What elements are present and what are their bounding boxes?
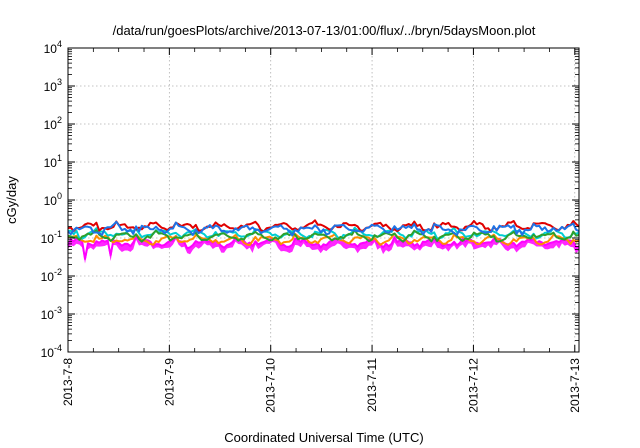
y-tick-label: 102 bbox=[44, 115, 62, 132]
y-tick-label: 10-4 bbox=[41, 343, 62, 360]
y-tick-label: 10-1 bbox=[41, 229, 62, 246]
series-line bbox=[67, 229, 580, 243]
x-tick-label: 2013-7-9 bbox=[162, 358, 176, 406]
y-tick-label: 100 bbox=[44, 191, 62, 208]
x-tick-labels: 2013-7-8 2013-7-9 2013-7-10 2013-7-11 2013-7… bbox=[61, 358, 582, 413]
grid bbox=[68, 48, 579, 352]
y-axis-label: cGy/day bbox=[4, 176, 19, 224]
x-tick-label: 2013-7-13 bbox=[568, 358, 582, 413]
y-tick-label: 10-2 bbox=[41, 267, 62, 284]
x-tick-label: 2013-7-12 bbox=[466, 358, 480, 413]
series-line bbox=[67, 232, 580, 247]
x-axis-label: Coordinated Universal Time (UTC) bbox=[224, 430, 423, 445]
chart-title: /data/run/goesPlots/archive/2013-07-13/0… bbox=[113, 23, 536, 38]
x-tick-label: 2013-7-10 bbox=[264, 358, 278, 413]
y-tick-label: 10-3 bbox=[41, 305, 62, 322]
ticks bbox=[67, 47, 579, 353]
series-line bbox=[67, 220, 580, 237]
y-tick-label: 104 bbox=[44, 39, 62, 56]
x-tick-label: 2013-7-8 bbox=[61, 358, 75, 406]
y-tick-label: 103 bbox=[44, 77, 62, 94]
series-group bbox=[67, 219, 580, 264]
y-tick-labels: 10-4 10-3 10-2 10-1 100 101 102 103 104 bbox=[41, 39, 62, 360]
x-tick-label: 2013-7-11 bbox=[365, 358, 379, 412]
y-tick-label: 101 bbox=[44, 153, 62, 170]
